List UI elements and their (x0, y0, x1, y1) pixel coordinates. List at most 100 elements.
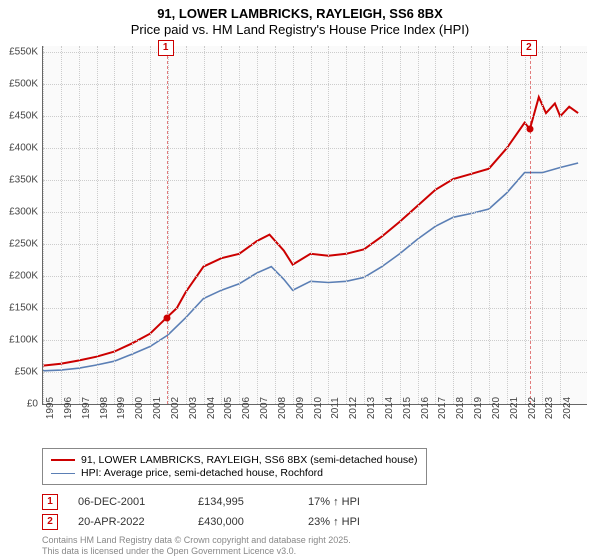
y-axis-label: £0 (2, 399, 38, 410)
sale-marker-badge: 1 (158, 40, 174, 56)
gridline-vertical (239, 46, 240, 404)
gridline-vertical (364, 46, 365, 404)
x-axis-label: 2024 (562, 397, 573, 419)
gridline-vertical (275, 46, 276, 404)
legend-swatch (51, 473, 75, 474)
gridline-vertical (43, 46, 44, 404)
gridline-horizontal (43, 372, 587, 373)
x-axis-label: 1999 (116, 397, 127, 419)
gridline-vertical (311, 46, 312, 404)
gridline-vertical (221, 46, 222, 404)
attribution-text: Contains HM Land Registry data © Crown c… (42, 535, 351, 557)
gridline-vertical (453, 46, 454, 404)
x-axis-label: 2011 (330, 397, 341, 419)
gridline-vertical (542, 46, 543, 404)
x-axis-label: 2003 (188, 397, 199, 419)
gridline-vertical (489, 46, 490, 404)
gridline-vertical (150, 46, 151, 404)
gridline-vertical (186, 46, 187, 404)
y-axis-label: £500K (2, 79, 38, 90)
sale-date: 06-DEC-2001 (78, 496, 178, 508)
y-axis-label: £100K (2, 335, 38, 346)
legend-item: HPI: Average price, semi-detached house,… (51, 467, 418, 479)
gridline-vertical (97, 46, 98, 404)
x-axis-label: 2016 (420, 397, 431, 419)
x-axis-label: 2008 (277, 397, 288, 419)
x-axis-label: 1995 (45, 397, 56, 419)
subtitle: Price paid vs. HM Land Registry's House … (0, 22, 600, 37)
x-axis-label: 2021 (509, 397, 520, 419)
gridline-vertical (560, 46, 561, 404)
sale-row-badge: 1 (42, 494, 58, 510)
gridline-vertical (400, 46, 401, 404)
gridline-horizontal (43, 180, 587, 181)
x-axis-label: 2012 (348, 397, 359, 419)
gridline-vertical (114, 46, 115, 404)
sale-row: 1 06-DEC-2001 £134,995 17% ↑ HPI (42, 494, 428, 510)
x-axis-label: 2013 (366, 397, 377, 419)
gridline-horizontal (43, 308, 587, 309)
x-axis-label: 1998 (99, 397, 110, 419)
y-axis-label: £400K (2, 143, 38, 154)
x-axis-label: 2000 (134, 397, 145, 419)
gridline-horizontal (43, 52, 587, 53)
gridline-vertical (79, 46, 80, 404)
gridline-vertical (525, 46, 526, 404)
y-axis-label: £550K (2, 47, 38, 58)
x-axis-label: 2014 (384, 397, 395, 419)
sale-marker-dot (526, 126, 533, 133)
x-axis-label: 2019 (473, 397, 484, 419)
gridline-vertical (257, 46, 258, 404)
legend-item: 91, LOWER LAMBRICKS, RAYLEIGH, SS6 8BX (… (51, 454, 418, 466)
x-axis-label: 2015 (402, 397, 413, 419)
legend-swatch (51, 459, 75, 461)
attribution-line2: This data is licensed under the Open Gov… (42, 546, 351, 557)
x-axis-label: 2022 (527, 397, 538, 419)
sale-hpi-diff: 23% ↑ HPI (308, 516, 428, 528)
sale-marker-badge: 2 (521, 40, 537, 56)
y-axis-label: £450K (2, 111, 38, 122)
gridline-vertical (293, 46, 294, 404)
legend-label: 91, LOWER LAMBRICKS, RAYLEIGH, SS6 8BX (… (81, 454, 418, 466)
x-axis-label: 2020 (491, 397, 502, 419)
x-axis-label: 2010 (313, 397, 324, 419)
gridline-vertical (168, 46, 169, 404)
y-axis-label: £50K (2, 367, 38, 378)
sale-marker-line (530, 46, 531, 404)
gridline-horizontal (43, 84, 587, 85)
x-axis-label: 2001 (152, 397, 163, 419)
gridline-horizontal (43, 116, 587, 117)
gridline-horizontal (43, 244, 587, 245)
attribution-line1: Contains HM Land Registry data © Crown c… (42, 535, 351, 546)
y-axis-label: £350K (2, 175, 38, 186)
gridline-horizontal (43, 212, 587, 213)
x-axis-label: 2005 (223, 397, 234, 419)
x-axis-label: 2007 (259, 397, 270, 419)
gridline-vertical (61, 46, 62, 404)
x-axis-label: 2018 (455, 397, 466, 419)
sale-marker-dot (163, 314, 170, 321)
address-title: 91, LOWER LAMBRICKS, RAYLEIGH, SS6 8BX (0, 6, 600, 21)
sale-hpi-diff: 17% ↑ HPI (308, 496, 428, 508)
sale-row: 220-APR-2022£430,00023% ↑ HPI (42, 514, 428, 530)
x-axis-label: 2009 (295, 397, 306, 419)
sale-row-badge: 2 (42, 514, 58, 530)
gridline-vertical (435, 46, 436, 404)
gridline-vertical (418, 46, 419, 404)
legend-label: HPI: Average price, semi-detached house,… (81, 467, 323, 479)
sale-date: 20-APR-2022 (78, 516, 178, 528)
y-axis-label: £250K (2, 239, 38, 250)
gridline-horizontal (43, 276, 587, 277)
chart-container: 91, LOWER LAMBRICKS, RAYLEIGH, SS6 8BX P… (0, 0, 600, 560)
x-axis-label: 2004 (206, 397, 217, 419)
title-block: 91, LOWER LAMBRICKS, RAYLEIGH, SS6 8BX P… (0, 0, 600, 37)
sale-price: £134,995 (198, 496, 288, 508)
x-axis-label: 2017 (437, 397, 448, 419)
chart-lines-svg (43, 46, 587, 404)
legend-box: 91, LOWER LAMBRICKS, RAYLEIGH, SS6 8BX (… (42, 448, 427, 485)
y-axis-label: £150K (2, 303, 38, 314)
sale-marker-line (167, 46, 168, 404)
gridline-vertical (346, 46, 347, 404)
gridline-horizontal (43, 148, 587, 149)
gridline-vertical (132, 46, 133, 404)
